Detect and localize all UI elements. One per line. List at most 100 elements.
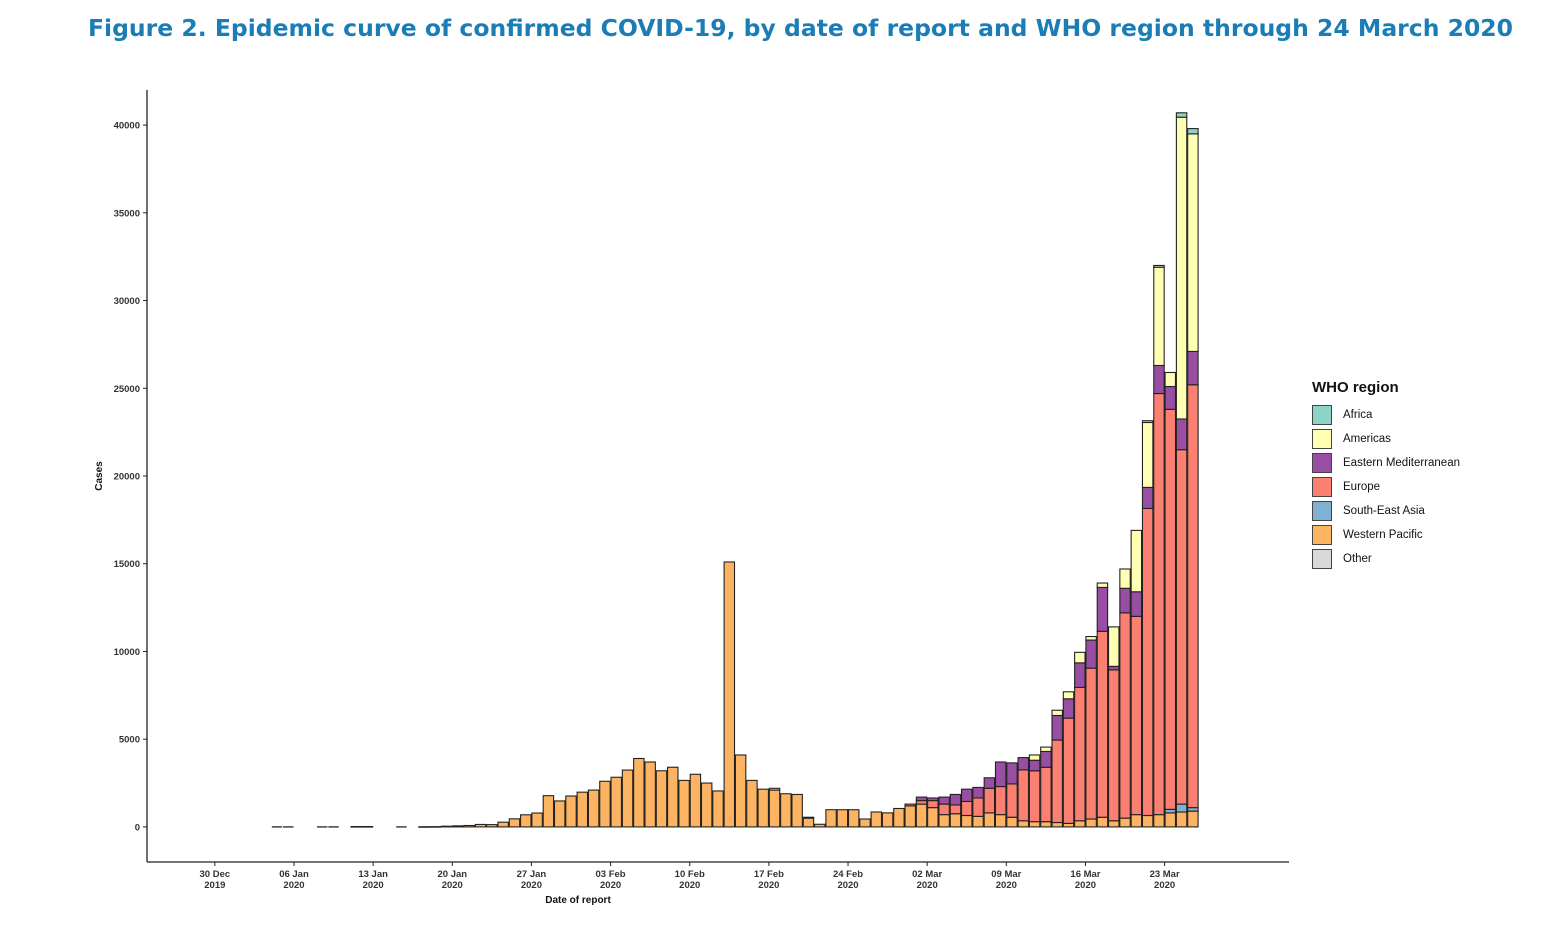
legend-label: Europe [1343,481,1381,493]
bar-segment [870,811,883,828]
bar-segment [1153,266,1165,367]
legend-item: South-East Asia [1312,499,1460,523]
bar-segment [1164,408,1177,810]
bar-segment [621,769,634,828]
bar-segment [961,788,973,803]
epidemic-curve-chart: 0 5000 10000 15000 20000 25000 30000 35000 40000… [94,90,1289,906]
legend-swatch [1312,501,1332,521]
legend-swatch [1312,549,1332,569]
bar-segment [802,817,815,828]
bar-segment [893,807,905,828]
bar-segment [429,826,442,828]
legend-items: Africa Americas Eastern Mediterranean Europ… [1312,403,1460,571]
x-tick-label-year: 2020 [996,880,1017,891]
x-tick-label-year: 2020 [283,880,304,891]
bar-segment [927,797,939,802]
bar-segment [915,803,928,828]
bars-layer [271,112,1199,828]
y-tick-label: 15000 [114,559,140,570]
bar-segment [1119,587,1131,614]
bar-segment [712,790,724,828]
bar-segment [1085,667,1097,820]
bar-segment [757,788,769,828]
bar-segment [791,793,803,828]
y-tick-label: 35000 [114,208,140,219]
bar-segment [927,807,939,828]
y-tick-label: 10000 [114,647,140,658]
bar-segment [768,789,781,828]
x-tick-label: 06 Jan [279,869,309,880]
bar-segment [961,800,973,817]
bar-segment [949,804,962,815]
bar-segment [700,782,713,828]
x-tick-label: 23 Mar [1150,869,1180,880]
legend: WHO region Africa Americas Eastern Mediter… [1312,379,1460,571]
bar-segment [915,796,928,802]
legend-swatch [1312,453,1332,473]
bar-segment [723,561,736,828]
legend-label: Africa [1343,409,1373,421]
legend-label: Americas [1343,433,1391,445]
legend-swatch [1312,525,1332,545]
bar-segment [1028,770,1041,823]
bar-segment [994,814,1007,828]
y-tick-label: 30000 [114,296,140,307]
bar-segment [972,815,984,828]
bar-segment [565,795,577,828]
bar-segment [1187,133,1199,352]
x-tick-label: 24 Feb [833,869,863,880]
y-axis-title: Cases [94,461,105,491]
bar-segment [1153,814,1165,828]
bar-segment [1187,810,1199,828]
bar-segment [1175,811,1188,828]
bar-segment [1085,818,1097,828]
bar-segment [972,797,984,817]
bar-segment [1051,714,1063,741]
x-tick-label-year: 2020 [758,880,779,891]
x-tick-label: 02 Mar [912,869,942,880]
legend-label: South-East Asia [1343,505,1425,517]
x-tick-label: 13 Jan [358,869,388,880]
y-tick-label: 40000 [114,121,140,132]
bar-segment [1107,669,1120,822]
x-tick-label: 27 Jan [517,869,547,880]
x-tick-label-year: 2020 [363,880,384,891]
bar-segment [520,814,532,828]
legend-title: WHO region [1312,379,1399,396]
bar-segment [1187,128,1199,135]
bar-segment [1006,762,1018,785]
x-tick-label-year: 2020 [600,880,621,891]
bar-segment [1130,529,1143,593]
y-tick-label: 5000 [119,735,140,746]
bar-segment [1062,698,1075,719]
bar-segment [746,779,758,828]
x-tick-label-year: 2020 [442,880,463,891]
x-tick-label: 09 Mar [991,869,1021,880]
bar-segment [814,823,826,828]
bar-segment [1051,739,1063,824]
bar-segment [1164,812,1177,828]
bar-segment [1175,803,1188,813]
bar-segment [1074,820,1086,828]
bar-segment [994,761,1007,788]
bar-segment [1040,746,1052,753]
bar-segment [1141,421,1154,488]
figure-title: Figure 2. Epidemic curve of confirmed CO… [88,14,1514,42]
bar-segment [1141,814,1154,828]
bar-segment [949,813,962,828]
bar-segment [859,818,871,828]
bar-segment [1074,651,1086,664]
bar-segment [1130,814,1143,828]
bar-segment [1017,757,1030,771]
bar-segment [1119,568,1131,589]
bar-segment [938,803,950,816]
bar-segment [553,800,566,828]
bar-segment [452,825,464,828]
bar-segment [1164,385,1177,410]
legend-label: Western Pacific [1343,529,1423,541]
bar-segment [508,818,521,828]
bar-segment [768,787,781,791]
bar-segment [927,800,939,809]
bar-segment [734,754,747,828]
